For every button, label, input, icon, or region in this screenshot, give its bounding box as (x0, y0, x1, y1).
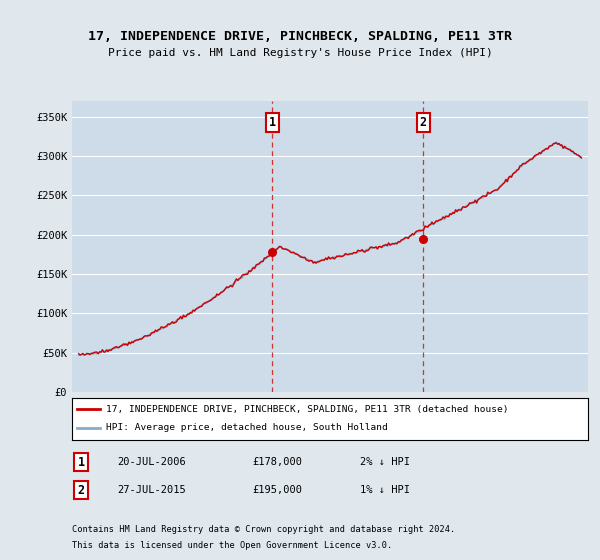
Text: 2: 2 (420, 116, 427, 129)
Text: 1: 1 (77, 455, 85, 469)
Text: 17, INDEPENDENCE DRIVE, PINCHBECK, SPALDING, PE11 3TR (detached house): 17, INDEPENDENCE DRIVE, PINCHBECK, SPALD… (106, 405, 508, 414)
Text: HPI: Average price, detached house, South Holland: HPI: Average price, detached house, Sout… (106, 423, 387, 432)
Text: Contains HM Land Registry data © Crown copyright and database right 2024.: Contains HM Land Registry data © Crown c… (72, 525, 455, 534)
Text: 17, INDEPENDENCE DRIVE, PINCHBECK, SPALDING, PE11 3TR: 17, INDEPENDENCE DRIVE, PINCHBECK, SPALD… (88, 30, 512, 43)
Text: 27-JUL-2015: 27-JUL-2015 (117, 485, 186, 495)
Text: £178,000: £178,000 (252, 457, 302, 467)
Text: Price paid vs. HM Land Registry's House Price Index (HPI): Price paid vs. HM Land Registry's House … (107, 48, 493, 58)
Text: 2: 2 (77, 483, 85, 497)
Text: 1% ↓ HPI: 1% ↓ HPI (360, 485, 410, 495)
Text: 2% ↓ HPI: 2% ↓ HPI (360, 457, 410, 467)
Text: 1: 1 (269, 116, 276, 129)
Text: £195,000: £195,000 (252, 485, 302, 495)
Text: This data is licensed under the Open Government Licence v3.0.: This data is licensed under the Open Gov… (72, 542, 392, 550)
Text: 20-JUL-2006: 20-JUL-2006 (117, 457, 186, 467)
